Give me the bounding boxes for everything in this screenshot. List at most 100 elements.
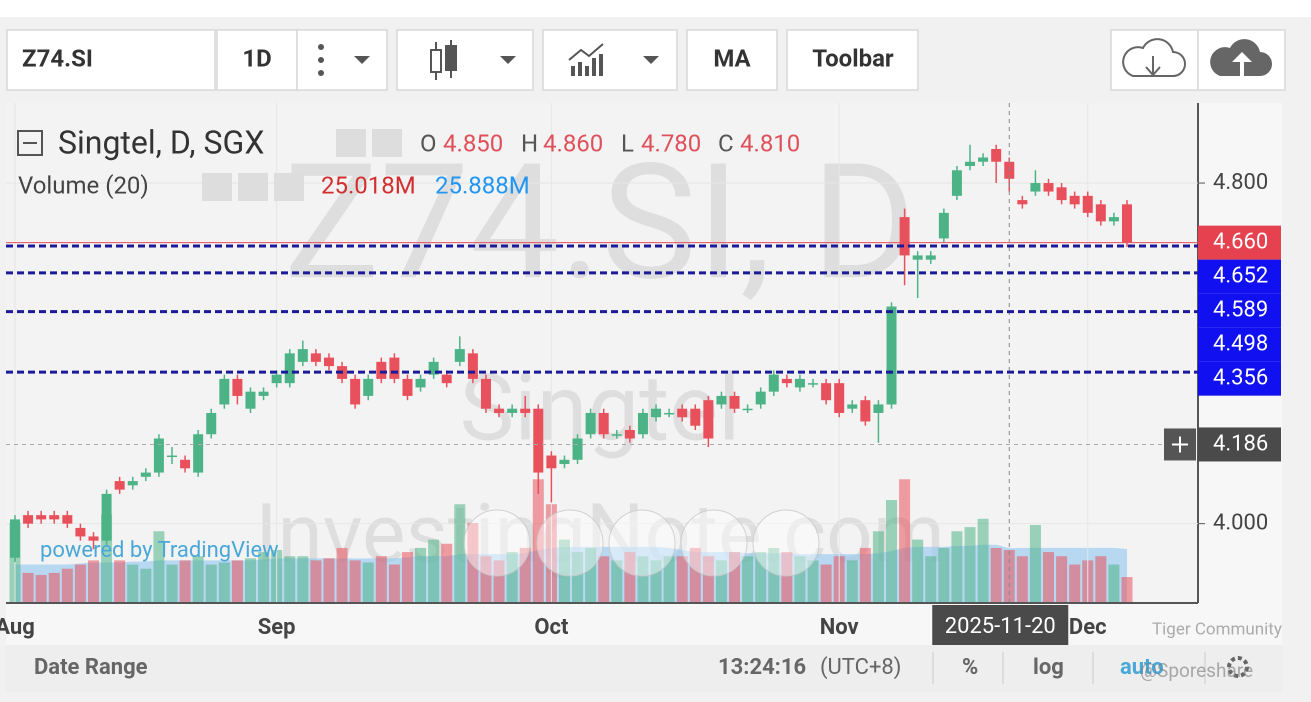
close-icon[interactable] xyxy=(274,173,304,201)
candle-body xyxy=(1108,217,1119,222)
y-tick-label: 4.000 xyxy=(1213,510,1268,535)
volume-bar xyxy=(755,552,767,602)
settings-icon[interactable] xyxy=(1227,656,1249,678)
nav-zoom-out[interactable] xyxy=(536,509,604,577)
indicators-button[interactable] xyxy=(542,29,678,91)
ohlc-value: 4.860 xyxy=(543,129,603,157)
volume-bar xyxy=(637,556,649,602)
candle-body xyxy=(62,515,73,524)
timezone[interactable]: (UTC+8) xyxy=(820,655,901,680)
volume-bar xyxy=(218,562,230,602)
volume-bar xyxy=(179,560,191,602)
candle-body xyxy=(781,378,792,384)
candle-body xyxy=(271,374,282,384)
volume-bar xyxy=(441,543,453,602)
volume-bar xyxy=(676,556,688,602)
candle-body xyxy=(651,408,662,418)
eye-icon[interactable] xyxy=(202,173,232,201)
auto-toggle[interactable]: auto xyxy=(1120,655,1164,680)
volume-bar xyxy=(493,560,505,602)
legend: Singtel, D, SGX O 4.850 H 4.860 L 4.780 … xyxy=(17,123,800,201)
ohlc-key: H xyxy=(521,129,538,157)
volume-bar xyxy=(87,560,99,602)
volume-bar xyxy=(846,560,858,602)
volume-bar xyxy=(454,504,466,602)
nav-reset[interactable] xyxy=(608,509,676,577)
candle-body xyxy=(834,383,845,413)
candle-body xyxy=(480,378,491,409)
candle-body xyxy=(794,378,805,388)
ohlc-key: L xyxy=(621,129,634,157)
chart xyxy=(6,103,1198,602)
interval-menu[interactable] xyxy=(296,29,388,91)
ohlc-value: 4.850 xyxy=(443,129,503,157)
volume-bar xyxy=(598,556,610,602)
candle-body xyxy=(402,378,413,396)
volume-bar xyxy=(886,500,898,602)
symbol-button[interactable] xyxy=(6,29,216,91)
candle-body xyxy=(180,459,191,469)
candle-body xyxy=(206,412,217,435)
date-range[interactable]: Date Range xyxy=(34,655,148,680)
volume-bar xyxy=(519,547,531,602)
level-label: 4.498 xyxy=(1213,331,1268,356)
candle-body xyxy=(886,306,897,405)
nav-zoom-in[interactable] xyxy=(680,509,748,577)
nav-left[interactable] xyxy=(463,509,531,577)
level-box xyxy=(1198,293,1281,328)
level-label: 4.589 xyxy=(1213,297,1268,322)
volume-bar xyxy=(624,552,636,602)
nav-right[interactable] xyxy=(752,509,820,577)
eye-icon[interactable] xyxy=(336,129,366,157)
ma-label: MA xyxy=(713,44,751,72)
volume-bar xyxy=(820,564,832,602)
gear-icon[interactable] xyxy=(238,173,268,201)
candle-body xyxy=(1122,204,1132,243)
candle-body xyxy=(467,353,478,379)
crosshair-price-box xyxy=(1198,427,1281,462)
volume-bar xyxy=(872,531,884,602)
candle-body xyxy=(873,404,884,413)
x-tick-label: Oct xyxy=(534,615,569,640)
candle-body xyxy=(127,481,138,486)
volume-bar xyxy=(1069,564,1081,602)
footer xyxy=(6,645,1282,692)
candle-body xyxy=(284,353,295,384)
volume-bar xyxy=(101,514,113,602)
volume-bar xyxy=(428,539,440,602)
clock: 13:24:16 xyxy=(718,655,806,680)
volume-bar xyxy=(153,531,165,602)
volume-title: Volume (20) xyxy=(18,171,149,199)
candle-body xyxy=(624,429,635,439)
crosshair-date: 2025-11-20 xyxy=(945,614,1056,639)
candle-body xyxy=(140,472,151,477)
candle-body xyxy=(533,408,544,473)
volume-bar xyxy=(1056,556,1068,602)
ma-button[interactable] xyxy=(686,29,778,91)
x-tick-label: Dec xyxy=(1069,615,1107,640)
collapse-icon[interactable] xyxy=(17,130,43,156)
log-toggle[interactable]: log xyxy=(1033,655,1064,680)
candle-body xyxy=(585,412,596,435)
candle-body xyxy=(611,434,622,436)
volume-bar xyxy=(231,560,243,602)
volume-bar xyxy=(22,572,34,602)
candle-body xyxy=(310,353,321,362)
candle-body xyxy=(193,434,204,473)
x-tick-label: Nov xyxy=(820,615,859,640)
volume-ma-value: 25.888M xyxy=(435,171,530,199)
candle-body xyxy=(10,519,20,558)
volume-bar xyxy=(310,560,322,602)
volume-bar xyxy=(663,556,675,602)
chart-type-button[interactable] xyxy=(396,29,534,91)
candle-body xyxy=(755,391,766,405)
candle-body xyxy=(912,255,923,260)
toolbar-button[interactable] xyxy=(786,29,919,91)
gear-icon[interactable] xyxy=(372,129,402,157)
candle-body xyxy=(664,412,675,415)
volume-bar xyxy=(611,560,623,602)
percent-toggle[interactable]: % xyxy=(962,655,978,680)
volume-bar xyxy=(977,518,989,602)
candle-body xyxy=(232,378,243,396)
volume-bar xyxy=(48,572,60,602)
